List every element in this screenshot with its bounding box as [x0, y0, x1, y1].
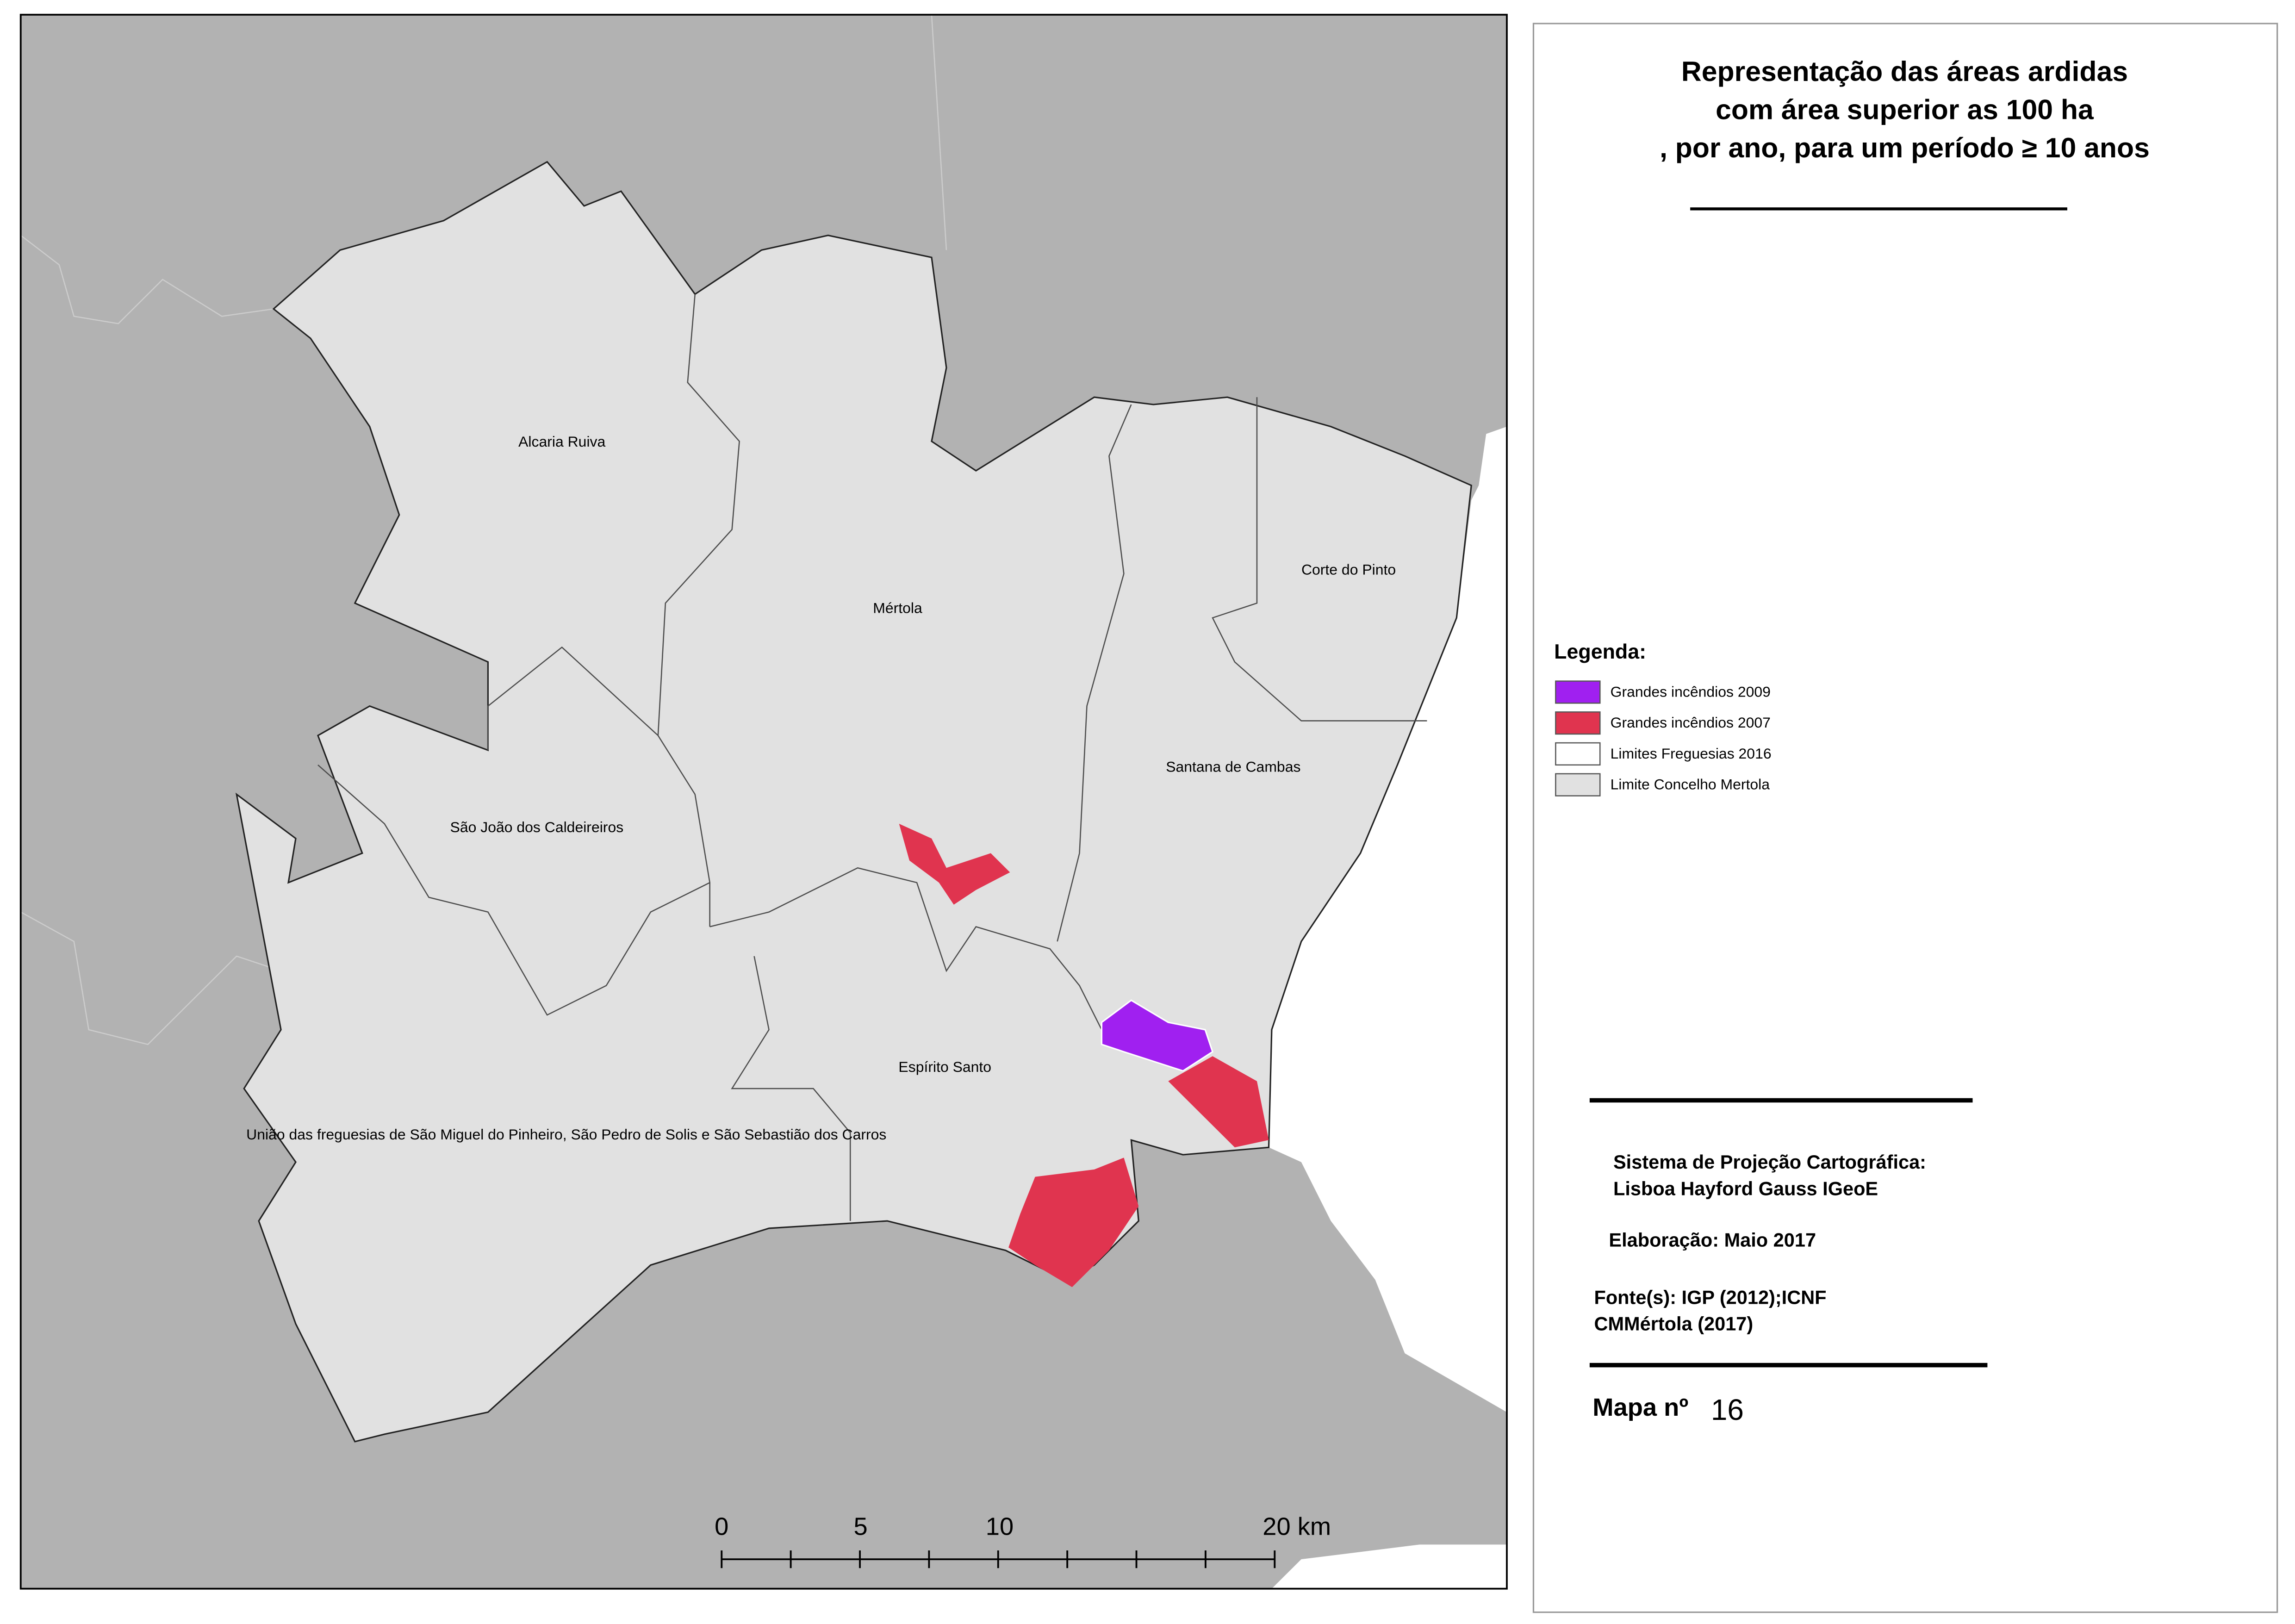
- side-panel: [1532, 23, 2278, 1613]
- legend-swatch: [1555, 773, 1601, 796]
- projection: Lisboa Hayford Gauss IGeoE: [1613, 1178, 1878, 1199]
- map-number-label: Mapa nº: [1592, 1394, 1688, 1421]
- scale-bar: [721, 1550, 1276, 1568]
- place-label: São João dos Caldeireiros: [450, 819, 624, 835]
- legend-title: Legenda:: [1554, 641, 1646, 663]
- map-title: , por ano, para um período ≥ 10 anos: [1660, 132, 2150, 163]
- sources: CMMértola (2017): [1594, 1313, 1753, 1335]
- parish-boundary: [657, 294, 740, 736]
- place-label: Alcaria Ruiva: [518, 433, 605, 450]
- map-frame: [19, 13, 1508, 1590]
- burned-area-2007: [1008, 1157, 1139, 1288]
- place-label: Santana de Cambas: [1166, 759, 1300, 775]
- map-title: com área superior as 100 ha: [1716, 94, 2094, 125]
- scale-label: 0: [715, 1513, 728, 1541]
- spain-area: [1269, 426, 1507, 1412]
- parish-boundary: [709, 867, 1102, 1030]
- outer-boundaries: [20, 911, 281, 1045]
- legend-swatch: [1555, 680, 1601, 704]
- place-label: Corte do Pinto: [1301, 561, 1396, 578]
- legend-label: Limite Concelho Mertola: [1611, 776, 1770, 793]
- scale-label: 5: [854, 1513, 868, 1541]
- parish-boundary: [1057, 404, 1132, 942]
- scale-label: 10: [986, 1513, 1014, 1541]
- legend-label: Grandes incêndios 2007: [1611, 714, 1771, 731]
- outer-boundaries: [20, 235, 274, 324]
- legend-label: Grandes incêndios 2009: [1611, 684, 1771, 700]
- parish-boundary: [1212, 397, 1427, 722]
- burned-area-2007: [1168, 1056, 1269, 1148]
- projection: Sistema de Projeção Cartográfica:: [1613, 1151, 1926, 1173]
- elaboration: Elaboração: Maio 2017: [1609, 1230, 1816, 1251]
- scale-label: 20 km: [1263, 1513, 1331, 1541]
- lower-white-area: [1271, 1544, 1507, 1589]
- outer-boundaries: [931, 14, 947, 250]
- legend-swatch: [1555, 711, 1601, 735]
- place-label: Espírito Santo: [898, 1058, 991, 1075]
- burned-area-2009: [1101, 999, 1213, 1072]
- sources: Fonte(s): IGP (2012);ICNF: [1594, 1287, 1826, 1308]
- map-number: 16: [1711, 1393, 1744, 1426]
- map-title: Representação das áreas ardidas: [1681, 56, 2128, 87]
- burned-area-2007: [899, 823, 1010, 905]
- legend-label: Limites Freguesias 2016: [1611, 745, 1772, 762]
- parish-boundary: [731, 956, 851, 1221]
- legend-swatch: [1555, 742, 1601, 766]
- place-label: União das freguesias de São Miguel do Pi…: [246, 1126, 886, 1143]
- place-label: Mértola: [873, 599, 922, 616]
- parish-boundary: [317, 646, 711, 1016]
